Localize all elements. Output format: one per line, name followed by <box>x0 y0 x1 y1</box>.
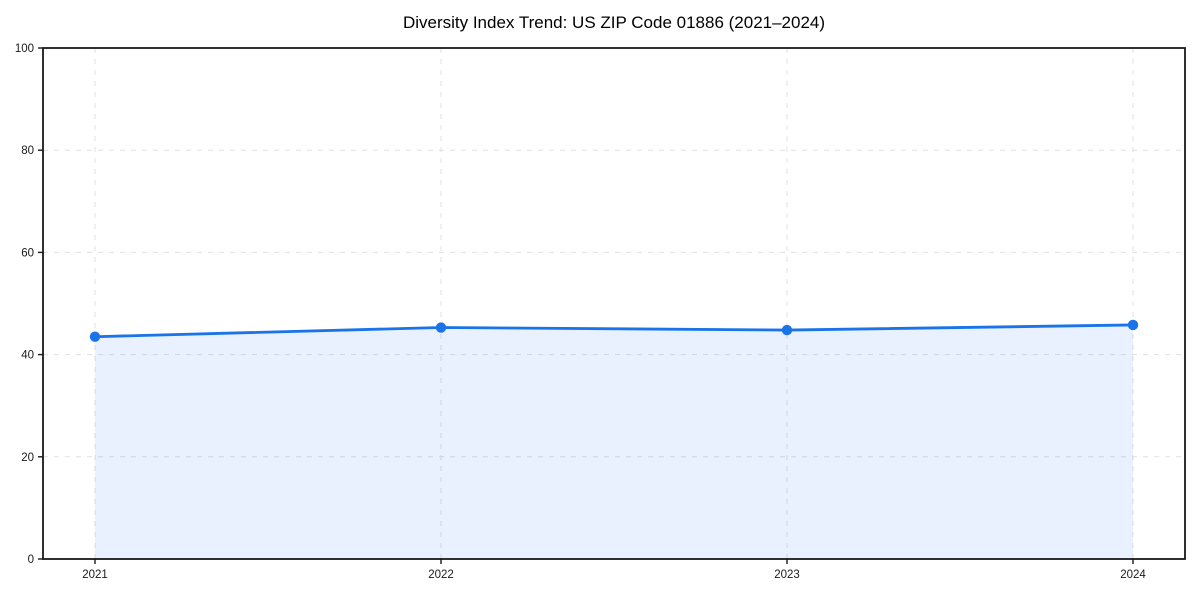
data-point-2024 <box>1127 319 1139 331</box>
x-tick-label-2024: 2024 <box>1120 569 1146 581</box>
axes-spines <box>42 47 1186 560</box>
x-tick-label-2022: 2022 <box>428 569 454 581</box>
area-fill <box>95 324 1133 559</box>
y-tick-label-40: 40 <box>21 350 34 362</box>
y-tick-label-0: 0 <box>28 554 34 566</box>
y-tick-label-80: 80 <box>21 145 34 157</box>
y-tick-label-100: 100 <box>15 43 34 55</box>
chart-title: Diversity Index Trend: US ZIP Code 01886… <box>402 13 826 32</box>
x-tick-label-2021: 2021 <box>82 569 108 581</box>
data-point-2023 <box>781 324 793 336</box>
y-tick-label-60: 60 <box>21 247 34 259</box>
data-point-2022 <box>435 322 447 333</box>
y-tick-label-20: 20 <box>21 452 34 464</box>
x-tick-label-2023: 2023 <box>774 569 800 581</box>
data-point-2021 <box>89 331 101 342</box>
trend-line <box>93 323 1135 339</box>
